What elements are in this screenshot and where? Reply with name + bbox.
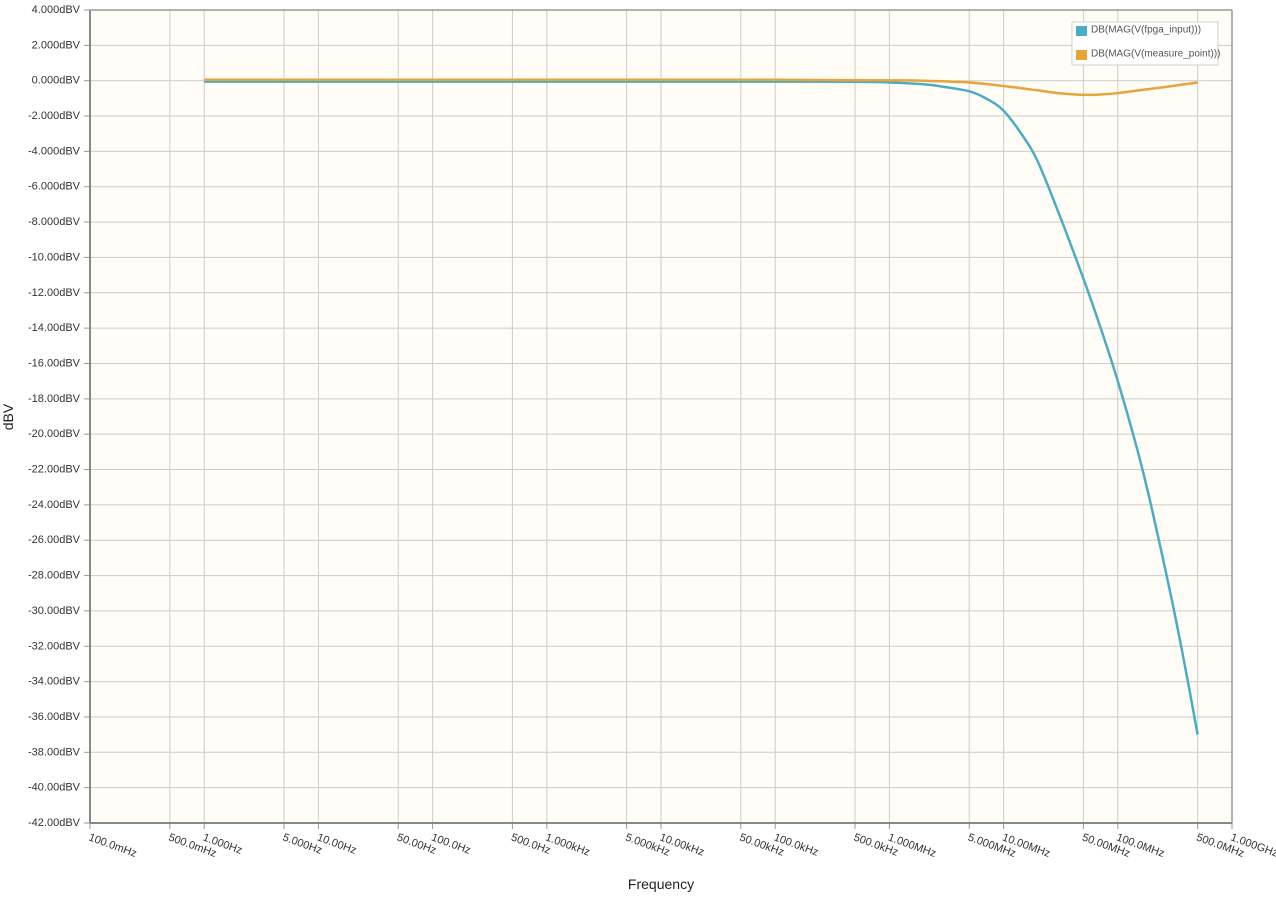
y-tick-label: -10.00dBV	[28, 251, 81, 263]
y-tick-label: -6.000dBV	[28, 181, 81, 193]
x-axis-title: Frequency	[628, 876, 694, 892]
x-tick-label: 10.00Hz	[315, 832, 358, 857]
y-tick-label: -24.00dBV	[28, 499, 81, 511]
x-tick-label: 1.000kHz	[544, 832, 592, 859]
series-line-0	[204, 80, 1199, 735]
y-tick-label: -26.00dBV	[28, 534, 81, 546]
y-tick-label: 4.000dBV	[32, 4, 81, 16]
y-tick-label: -42.00dBV	[28, 817, 81, 829]
y-tick-label: -36.00dBV	[28, 711, 81, 723]
y-tick-label: -22.00dBV	[28, 464, 81, 476]
legend: DB(MAG(V(fpga_input))) DB(MAG(V(measure_p…	[1071, 21, 1220, 66]
y-tick-label: -8.000dBV	[28, 216, 81, 228]
legend-label: DB(MAG(V(fpga_input)))	[1091, 24, 1201, 35]
legend-label: DB(MAG(V(measure_point)))	[1091, 48, 1220, 59]
y-tick-label: -12.00dBV	[28, 287, 81, 299]
y-tick-label: -38.00dBV	[28, 746, 81, 758]
y-tick-label: -32.00dBV	[28, 640, 81, 652]
legend-swatch	[1076, 26, 1087, 36]
y-tick-label: -40.00dBV	[28, 782, 81, 794]
y-tick-label: -16.00dBV	[28, 357, 81, 369]
y-tick-label: 2.000dBV	[32, 39, 81, 51]
y-tick-label: -14.00dBV	[28, 322, 81, 334]
y-tick-label: -18.00dBV	[28, 393, 81, 405]
y-tick-label: -2.000dBV	[28, 110, 81, 122]
y-tick-label: -28.00dBV	[28, 570, 81, 582]
y-tick-label: 0.000dBV	[32, 75, 81, 87]
y-axis-title: dBV	[0, 403, 16, 430]
legend-swatch	[1076, 50, 1087, 60]
x-tick-label: 100.0Hz	[430, 832, 473, 857]
axes	[84, 9, 1233, 829]
y-tick-label: -30.00dBV	[28, 605, 81, 617]
y-tick-label: -4.000dBV	[28, 145, 81, 157]
y-tick-labels: 4.000dBV 2.000dBV 0.000dBV -2.000dBV -4.000d…	[28, 4, 81, 829]
series-line-1	[204, 78, 1198, 97]
y-tick-label: -34.00dBV	[28, 676, 81, 688]
x-tick-label: 100.0mHz	[87, 832, 138, 860]
y-tick-label: -20.00dBV	[28, 428, 81, 440]
series-lines	[204, 78, 1199, 735]
legend-box	[1071, 21, 1219, 66]
